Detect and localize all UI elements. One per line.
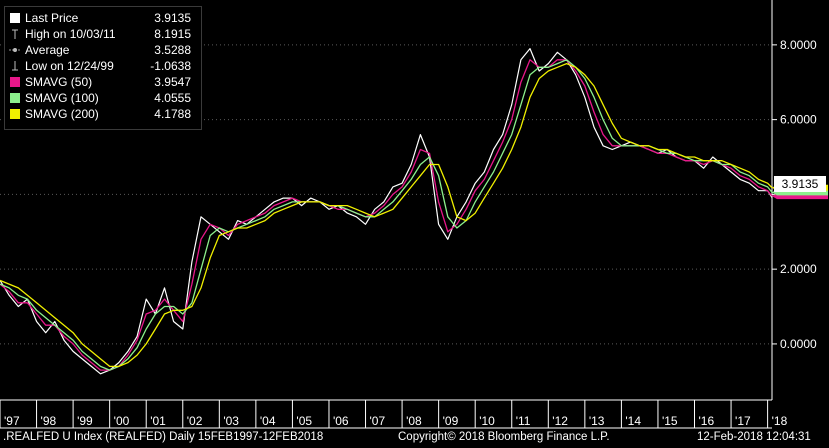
legend-label: SMAVG (100) [25, 91, 99, 105]
legend-swatch [10, 77, 20, 87]
legend-item-average: Average 3.5288 [9, 43, 197, 58]
legend-label: SMAVG (200) [25, 107, 99, 121]
average-marker-icon [9, 44, 21, 56]
legend-item-smavg-50: SMAVG (50) 3.9547 [9, 75, 197, 90]
x-tick-label: '00 [114, 414, 130, 428]
legend-item-high: High on 10/03/11 8.1915 [9, 27, 197, 42]
x-tick-label: '08 [406, 414, 422, 428]
low-marker-icon [9, 60, 21, 72]
x-tick-label: '04 [260, 414, 276, 428]
legend-label: Last Price [25, 11, 79, 25]
x-tick-label: '11 [516, 414, 531, 428]
legend-label: SMAVG (50) [25, 75, 93, 89]
high-marker-icon [9, 28, 21, 40]
x-tick-label: '98 [41, 414, 57, 428]
series-line-smavg-200 [0, 62, 773, 368]
legend-label: High on 10/03/11 [25, 27, 116, 41]
legend-value: 3.5288 [154, 43, 191, 57]
legend-label: Low on 12/24/99 [25, 59, 114, 73]
x-tick-label: '16 [699, 414, 715, 428]
x-tick-label: '99 [77, 414, 93, 428]
legend-swatch [10, 13, 20, 23]
legend-swatch [10, 109, 20, 119]
x-tick-label: '13 [589, 414, 605, 428]
x-tick-label: '02 [187, 414, 203, 428]
x-tick-label: '97 [4, 414, 20, 428]
copyright-text: Copyright© 2018 Bloomberg Finance L.P. [398, 431, 610, 443]
x-tick-label: '15 [662, 414, 678, 428]
x-tick-label: '06 [333, 414, 349, 428]
x-tick-label: '01 [150, 414, 166, 428]
legend-item-last-price: Last Price 3.9135 [9, 11, 197, 26]
last-price-label: 3.9135 [774, 176, 826, 192]
y-tick-label: 8.0000 [780, 38, 817, 52]
x-tick-label: '07 [370, 414, 386, 428]
timestamp: 12-Feb-2018 12:04:31 [697, 431, 811, 443]
legend-value: 4.0555 [154, 91, 191, 105]
legend-swatch [10, 93, 20, 103]
legend-value: -1.0638 [150, 59, 191, 73]
chart-legend: Last Price 3.9135 High on 10/03/11 8.191… [4, 6, 202, 130]
legend-item-smavg-200: SMAVG (200) 4.1788 [9, 107, 197, 122]
x-tick-label: '10 [479, 414, 495, 428]
x-tick-label: '09 [443, 414, 459, 428]
y-tick-label: 6.0000 [780, 113, 817, 127]
legend-item-low: Low on 12/24/99 -1.0638 [9, 59, 197, 74]
security-description: .REALFED U Index (REALFED) Daily 15FEB19… [3, 431, 324, 443]
x-tick-label: '03 [223, 414, 239, 428]
x-tick-label: '12 [552, 414, 568, 428]
x-tick-label: '14 [625, 414, 641, 428]
legend-value: 8.1915 [154, 27, 191, 41]
legend-item-smavg-100: SMAVG (100) 4.0555 [9, 91, 197, 106]
legend-value: 3.9135 [154, 11, 191, 25]
legend-value: 4.1788 [154, 107, 191, 121]
x-tick-label: '17 [735, 414, 751, 428]
x-tick-label: '05 [296, 414, 312, 428]
y-tick-label: 2.0000 [780, 262, 817, 276]
legend-label: Average [25, 43, 70, 57]
y-tick-label: 0.0000 [780, 337, 817, 351]
legend-value: 3.9547 [154, 75, 191, 89]
x-tick-label: '18 [772, 414, 788, 428]
series-line-smavg-50 [0, 59, 773, 371]
